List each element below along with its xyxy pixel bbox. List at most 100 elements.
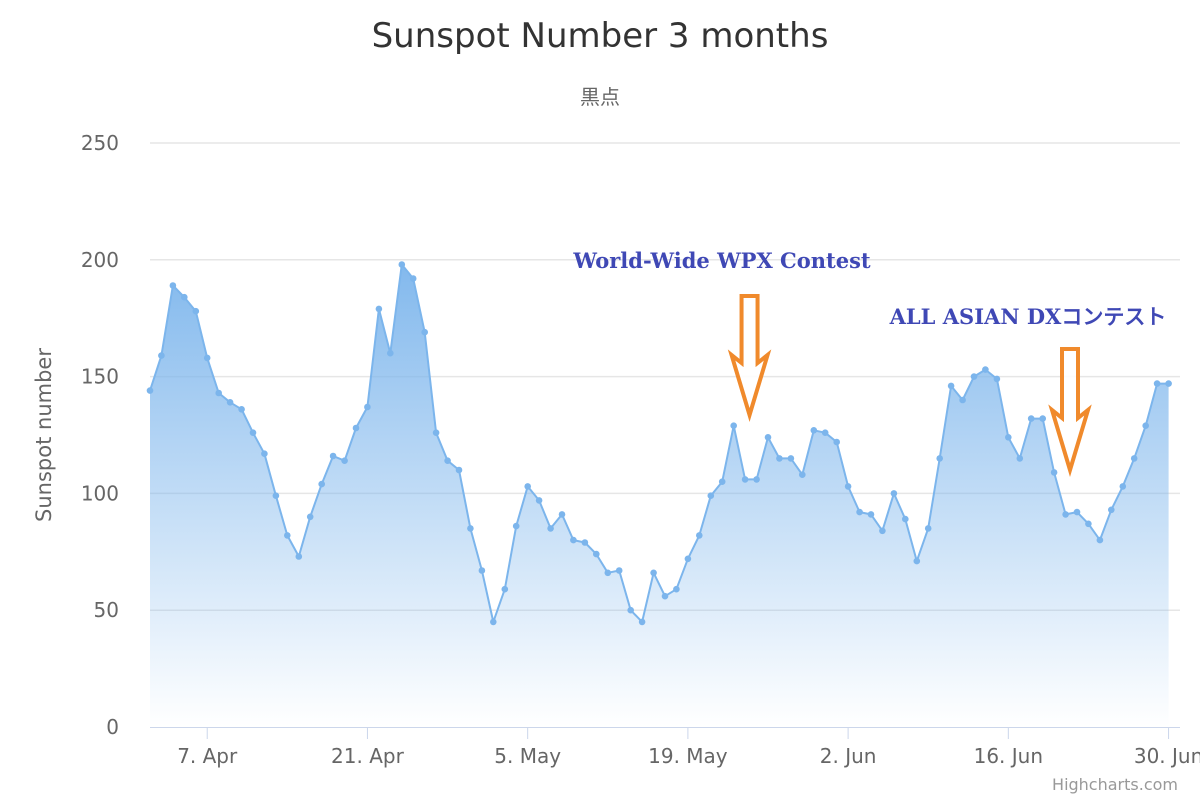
data-point[interactable] — [284, 532, 291, 539]
data-point[interactable] — [329, 452, 337, 460]
data-point[interactable] — [501, 585, 509, 593]
data-point[interactable] — [146, 387, 154, 394]
data-point[interactable] — [673, 585, 680, 593]
data-point[interactable] — [856, 508, 863, 516]
data-point[interactable] — [753, 476, 760, 483]
data-point[interactable] — [1062, 511, 1069, 518]
y-tick-label: 0 — [106, 715, 119, 739]
data-point[interactable] — [924, 525, 932, 532]
data-point[interactable] — [1085, 520, 1092, 528]
data-point[interactable] — [535, 497, 543, 504]
data-point[interactable] — [467, 525, 474, 532]
data-point[interactable] — [203, 354, 211, 362]
data-point[interactable] — [1153, 380, 1161, 387]
data-point[interactable] — [867, 511, 875, 518]
data-point[interactable] — [696, 532, 703, 539]
data-point[interactable] — [432, 429, 440, 437]
data-point[interactable] — [409, 275, 417, 282]
data-point[interactable] — [718, 478, 726, 486]
data-point[interactable] — [272, 492, 280, 500]
data-point[interactable] — [1142, 422, 1149, 430]
data-point[interactable] — [902, 515, 909, 523]
data-point[interactable] — [684, 555, 692, 563]
data-point[interactable] — [226, 399, 234, 406]
data-point[interactable] — [490, 618, 497, 626]
data-point[interactable] — [890, 490, 898, 497]
data-point[interactable] — [547, 525, 554, 532]
data-point[interactable] — [821, 429, 829, 437]
data-point[interactable] — [879, 527, 886, 535]
data-point[interactable] — [730, 422, 737, 430]
data-point[interactable] — [398, 261, 406, 268]
data-point[interactable] — [959, 396, 966, 404]
data-point[interactable] — [444, 457, 451, 465]
data-point[interactable] — [844, 483, 852, 490]
data-point[interactable] — [707, 492, 715, 500]
data-point[interactable] — [1108, 506, 1115, 514]
data-point[interactable] — [913, 557, 921, 565]
y-tick-label: 250 — [81, 131, 119, 155]
y-axis-label: Sunspot number — [32, 348, 56, 522]
data-point[interactable] — [364, 403, 371, 411]
data-point[interactable] — [776, 455, 783, 462]
data-point[interactable] — [1130, 455, 1138, 462]
data-point[interactable] — [970, 373, 978, 380]
data-point[interactable] — [936, 455, 943, 462]
data-point[interactable] — [627, 606, 634, 614]
data-point[interactable] — [341, 457, 348, 465]
data-point[interactable] — [421, 328, 429, 336]
data-point[interactable] — [455, 466, 463, 474]
data-point[interactable] — [604, 569, 612, 577]
data-point[interactable] — [764, 434, 772, 441]
data-point[interactable] — [512, 522, 520, 530]
data-point[interactable] — [581, 539, 589, 546]
data-point[interactable] — [982, 366, 989, 373]
data-point[interactable] — [215, 389, 222, 397]
data-point[interactable] — [615, 567, 623, 574]
data-point[interactable] — [169, 282, 177, 289]
chart-credits[interactable]: Highcharts.com — [1052, 775, 1178, 794]
data-point[interactable] — [1096, 536, 1104, 544]
x-axis-ticks: 7. Apr 21. Apr 5. May 19. May 2. Jun 16. Jun 3… — [177, 727, 1200, 768]
data-point[interactable] — [650, 569, 657, 577]
data-point[interactable] — [1027, 415, 1035, 422]
data-point[interactable] — [993, 375, 1001, 383]
data-point[interactable] — [1005, 434, 1012, 441]
data-point[interactable] — [238, 406, 245, 413]
data-point[interactable] — [741, 476, 749, 483]
data-point[interactable] — [593, 550, 600, 558]
data-point[interactable] — [181, 293, 188, 301]
data-point[interactable] — [558, 511, 566, 518]
data-point[interactable] — [375, 305, 383, 313]
data-point[interactable] — [192, 307, 200, 315]
data-point[interactable] — [661, 592, 669, 600]
data-point[interactable] — [947, 382, 955, 390]
data-point[interactable] — [387, 349, 394, 357]
data-point[interactable] — [478, 567, 486, 574]
data-point[interactable] — [787, 455, 795, 462]
data-point[interactable] — [306, 513, 314, 521]
data-point[interactable] — [1016, 455, 1024, 462]
annotations: World-Wide WPX Contest ALL ASIAN DXコンテスト — [572, 248, 1167, 477]
data-point[interactable] — [318, 480, 326, 488]
data-point[interactable] — [1039, 415, 1046, 422]
data-point[interactable] — [833, 438, 840, 446]
data-point[interactable] — [158, 352, 165, 359]
data-point[interactable] — [1119, 483, 1127, 490]
data-point[interactable] — [1050, 469, 1058, 476]
x-tick-label: 21. Apr — [331, 744, 405, 768]
data-point[interactable] — [295, 553, 303, 560]
x-tick-label: 2. Jun — [820, 744, 877, 768]
data-point[interactable] — [261, 450, 268, 458]
data-point[interactable] — [524, 483, 531, 490]
data-point[interactable] — [352, 424, 360, 432]
annotation-allasian-label: ALL ASIAN DXコンテスト — [889, 304, 1167, 329]
data-point[interactable] — [1165, 380, 1172, 387]
data-point[interactable] — [249, 429, 257, 437]
data-point[interactable] — [799, 471, 806, 479]
data-point[interactable] — [638, 618, 646, 626]
data-point[interactable] — [810, 427, 818, 434]
data-point[interactable] — [1073, 508, 1081, 516]
data-point[interactable] — [570, 536, 577, 544]
